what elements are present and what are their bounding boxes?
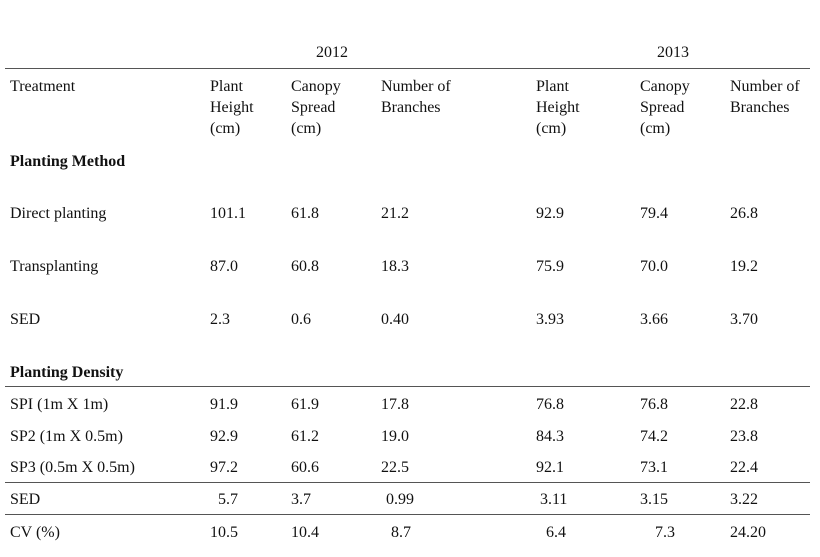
row-label: SP3 (0.5m X 0.5m) bbox=[10, 459, 135, 476]
row-label: Direct planting bbox=[10, 205, 107, 222]
table-cell: 74.2 bbox=[640, 428, 668, 445]
table-cell: 61.2 bbox=[291, 428, 319, 445]
row-label: SED bbox=[10, 491, 41, 508]
table-cell: 19.0 bbox=[381, 428, 409, 445]
table-cell: 22.4 bbox=[730, 459, 758, 476]
table-cell: 3.22 bbox=[730, 491, 758, 508]
row-label: SP2 (1m X 0.5m) bbox=[10, 428, 123, 445]
table-cell: 3.15 bbox=[640, 491, 668, 508]
cv-top-rule bbox=[5, 514, 810, 515]
table-cell: 60.8 bbox=[291, 258, 319, 275]
density-top-rule bbox=[5, 386, 810, 387]
table-cell: 21.2 bbox=[381, 205, 409, 222]
table-cell: 92.1 bbox=[536, 459, 564, 476]
table-cell: 17.8 bbox=[381, 396, 409, 413]
table-cell: 73.1 bbox=[640, 459, 668, 476]
table-cell: 2.3 bbox=[210, 311, 230, 328]
table-cell: 91.9 bbox=[210, 396, 238, 413]
table-cell: 3.93 bbox=[536, 311, 564, 328]
table-cell: 5.7 bbox=[218, 491, 238, 508]
table-cell: 23.8 bbox=[730, 428, 758, 445]
table-cell: 26.8 bbox=[730, 205, 758, 222]
table-cell: 75.9 bbox=[536, 258, 564, 275]
header-top-rule bbox=[5, 68, 810, 69]
table-cell: 7.3 bbox=[655, 524, 675, 541]
table-cell: 60.6 bbox=[291, 459, 319, 476]
table-cell: 22.8 bbox=[730, 396, 758, 413]
table-cell: 0.99 bbox=[386, 491, 414, 508]
table-cell: 18.3 bbox=[381, 258, 409, 275]
table-cell: 97.2 bbox=[210, 459, 238, 476]
table-cell: 3.70 bbox=[730, 311, 758, 328]
row-label: Transplanting bbox=[10, 258, 99, 275]
table-cell: 10.4 bbox=[291, 524, 319, 541]
table-cell: 101.1 bbox=[210, 205, 246, 222]
table-cell: 0.6 bbox=[291, 311, 311, 328]
table-cell: 79.4 bbox=[640, 205, 668, 222]
table-cell: 3.7 bbox=[291, 491, 311, 508]
table-cell: 76.8 bbox=[536, 396, 564, 413]
treatment-header: Treatment bbox=[10, 78, 76, 95]
row-label: SPI (1m X 1m) bbox=[10, 396, 109, 413]
section-title-planting-density: Planting Density bbox=[10, 364, 124, 381]
row-label: SED bbox=[10, 311, 41, 328]
table-cell: 3.11 bbox=[540, 491, 568, 508]
table-cell: 8.7 bbox=[391, 524, 411, 541]
table-cell: 87.0 bbox=[210, 258, 238, 275]
row-label: CV (%) bbox=[10, 524, 60, 541]
table-cell: 92.9 bbox=[210, 428, 238, 445]
table-cell: 61.8 bbox=[291, 205, 319, 222]
table-cell: 61.9 bbox=[291, 396, 319, 413]
table-cell: 84.3 bbox=[536, 428, 564, 445]
table-cell: 76.8 bbox=[640, 396, 668, 413]
section-title-planting-method: Planting Method bbox=[10, 153, 126, 170]
sed-top-rule bbox=[5, 482, 810, 483]
table-cell: 10.5 bbox=[210, 524, 238, 541]
table-cell: 0.40 bbox=[381, 311, 409, 328]
year-2012-header: 2012 bbox=[316, 44, 348, 61]
table-cell: 92.9 bbox=[536, 205, 564, 222]
table-cell: 3.66 bbox=[640, 311, 668, 328]
table-cell: 22.5 bbox=[381, 459, 409, 476]
table-cell: 24.20 bbox=[730, 524, 766, 541]
table-cell: 19.2 bbox=[730, 258, 758, 275]
table-cell: 6.4 bbox=[546, 524, 566, 541]
year-2013-header: 2013 bbox=[657, 44, 689, 61]
table-cell: 70.0 bbox=[640, 258, 668, 275]
